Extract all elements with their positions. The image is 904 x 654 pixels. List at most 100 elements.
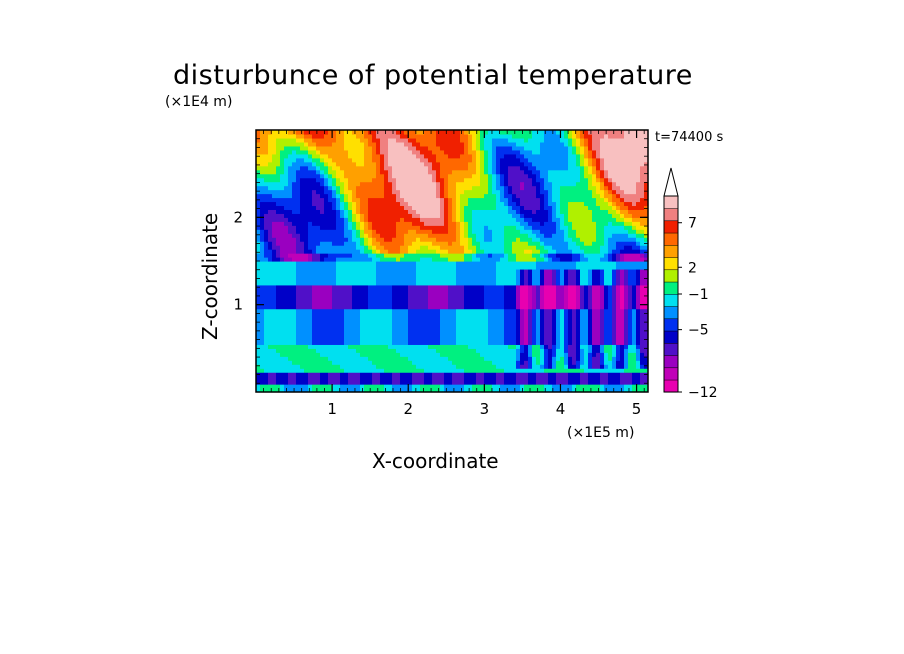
field-cell	[372, 161, 377, 167]
field-cell	[380, 209, 385, 214]
field-cell	[512, 201, 517, 207]
field-cell	[544, 181, 549, 187]
field-cell	[500, 356, 505, 361]
field-cell	[472, 320, 477, 326]
field-cell	[420, 360, 425, 365]
field-cell	[320, 376, 325, 381]
field-cell	[432, 316, 437, 322]
field-cell	[464, 268, 469, 274]
field-cell	[532, 368, 537, 373]
field-cell	[432, 213, 437, 218]
field-cell	[368, 332, 373, 338]
field-cell	[324, 368, 329, 373]
field-cell	[524, 130, 529, 135]
field-cell	[360, 201, 365, 207]
field-cell	[380, 197, 385, 203]
field-cell	[540, 253, 545, 258]
field-cell	[388, 352, 393, 357]
field-cell	[324, 328, 329, 334]
field-cell	[556, 304, 561, 310]
field-cell	[548, 249, 553, 254]
field-cell	[388, 257, 393, 262]
field-cell	[260, 352, 265, 357]
field-cell	[480, 241, 485, 246]
field-cell	[336, 173, 341, 179]
field-cell	[456, 205, 461, 210]
field-cell	[400, 300, 405, 306]
field-cell	[396, 272, 401, 278]
field-cell	[344, 280, 349, 286]
field-cell	[368, 161, 373, 167]
field-cell	[268, 384, 273, 389]
field-cell	[472, 169, 477, 175]
field-cell	[408, 368, 413, 373]
field-cell	[300, 157, 305, 163]
field-cell	[268, 201, 273, 207]
field-cell	[396, 165, 401, 171]
field-cell	[436, 316, 441, 322]
field-cell	[544, 292, 549, 298]
field-cell	[472, 149, 477, 155]
field-cell	[288, 173, 293, 179]
field-cell	[408, 130, 413, 135]
field-cell	[472, 173, 477, 179]
field-cell	[552, 372, 557, 377]
field-cell	[424, 221, 429, 226]
field-cell	[368, 209, 373, 214]
field-cell	[516, 149, 521, 155]
field-cell	[516, 241, 521, 246]
field-cell	[348, 364, 353, 369]
field-cell	[428, 261, 433, 266]
field-cell	[548, 205, 553, 210]
field-cell	[412, 268, 417, 274]
field-cell	[440, 149, 445, 155]
field-cell	[380, 233, 385, 238]
field-cell	[492, 292, 497, 298]
field-cell	[448, 245, 453, 250]
field-cell	[456, 304, 461, 310]
field-cell	[360, 288, 365, 294]
field-cell	[452, 201, 457, 207]
field-cell	[424, 384, 429, 389]
field-cell	[504, 268, 509, 274]
field-cell	[388, 209, 393, 214]
field-cell	[460, 268, 465, 274]
field-cell	[400, 268, 405, 274]
field-cell	[288, 197, 293, 203]
field-cell	[336, 201, 341, 207]
field-cell	[320, 141, 325, 147]
field-cell	[260, 296, 265, 302]
field-cell	[360, 181, 365, 187]
field-cell	[508, 284, 513, 290]
field-cell	[496, 308, 501, 314]
field-cell	[460, 284, 465, 290]
field-cell	[340, 380, 345, 385]
field-cell	[432, 173, 437, 179]
field-cell	[384, 241, 389, 246]
field-cell	[348, 328, 353, 334]
field-cell	[392, 185, 397, 191]
field-cell	[512, 292, 517, 298]
field-cell	[456, 284, 461, 290]
field-cell	[392, 133, 397, 139]
field-cell	[328, 253, 333, 258]
field-cell	[464, 253, 469, 258]
field-cell	[484, 348, 489, 353]
field-cell	[384, 141, 389, 147]
field-cell	[528, 268, 533, 274]
field-cell	[536, 340, 541, 345]
field-cell	[484, 304, 489, 310]
field-cell	[496, 213, 501, 218]
field-cell	[260, 189, 265, 195]
field-cell	[380, 372, 385, 377]
field-cell	[428, 185, 433, 191]
field-cell	[536, 352, 541, 357]
field-cell	[536, 173, 541, 179]
field-cell	[556, 328, 561, 334]
field-cell	[544, 137, 549, 143]
field-cell	[388, 376, 393, 381]
field-cell	[532, 261, 537, 266]
field-cell	[396, 221, 401, 226]
field-cell	[492, 284, 497, 290]
field-cell	[540, 296, 545, 302]
